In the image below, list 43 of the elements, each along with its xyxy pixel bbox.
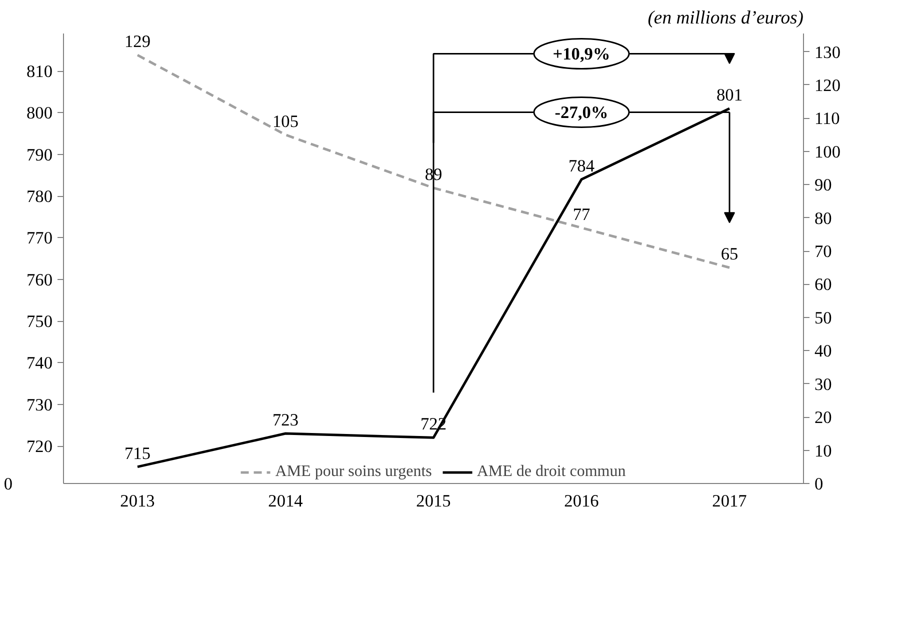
x-tick-label: 2016 — [564, 492, 600, 510]
y2-tick-label: 10 — [814, 441, 832, 460]
y2-tick-label: 130 — [814, 42, 840, 62]
y-tick-label: 760 — [26, 270, 53, 290]
y-tick-label: 750 — [26, 312, 53, 331]
data-label: 723 — [272, 410, 299, 430]
y2-tick-label: 60 — [814, 275, 832, 294]
legend-label: AME de droit commun — [476, 463, 626, 481]
x-tick-label: 2015 — [416, 492, 451, 510]
y2-tick-label: 50 — [814, 308, 832, 328]
y-tick-label: 780 — [26, 187, 53, 206]
y-tick-label: 770 — [26, 228, 53, 248]
data-label: 65 — [720, 244, 738, 264]
y2-tick-label: 70 — [814, 242, 832, 262]
y-tick-label: 800 — [26, 104, 53, 123]
data-label: 715 — [124, 444, 151, 463]
data-label: 801 — [716, 86, 743, 104]
data-label: 105 — [272, 112, 299, 131]
y2-tick-label: 40 — [814, 342, 832, 361]
x-tick-label: 2017 — [712, 492, 748, 510]
text: 0 — [4, 474, 13, 494]
y-tick-label: 730 — [26, 395, 53, 414]
y2-tick-label: 120 — [814, 76, 840, 95]
data-label: 77 — [572, 204, 590, 224]
y2-tick-label: 90 — [814, 176, 832, 195]
y-tick-label: 810 — [26, 62, 53, 81]
text: (en millions d’euros) — [648, 8, 804, 28]
y-tick-label: 740 — [26, 354, 53, 373]
y-tick-label: 720 — [26, 437, 53, 456]
data-label: 129 — [124, 32, 151, 52]
legend-label: AME pour soins urgents — [275, 463, 432, 481]
y2-tick-label: 20 — [814, 408, 832, 428]
data-label: 784 — [568, 156, 595, 176]
x-tick-label: 2014 — [268, 492, 304, 510]
y-tick-label: 790 — [26, 145, 53, 164]
x-tick-label: 2013 — [120, 492, 155, 510]
y2-tick-label: 100 — [814, 142, 840, 162]
y2-tick-label: 80 — [814, 208, 832, 228]
annotation: +10,9% — [552, 44, 610, 64]
y2-tick-label: 0 — [814, 474, 824, 494]
annotation: -27,0% — [554, 102, 608, 122]
y2-tick-label: 30 — [814, 374, 832, 394]
y2-tick-label: 110 — [814, 109, 840, 128]
